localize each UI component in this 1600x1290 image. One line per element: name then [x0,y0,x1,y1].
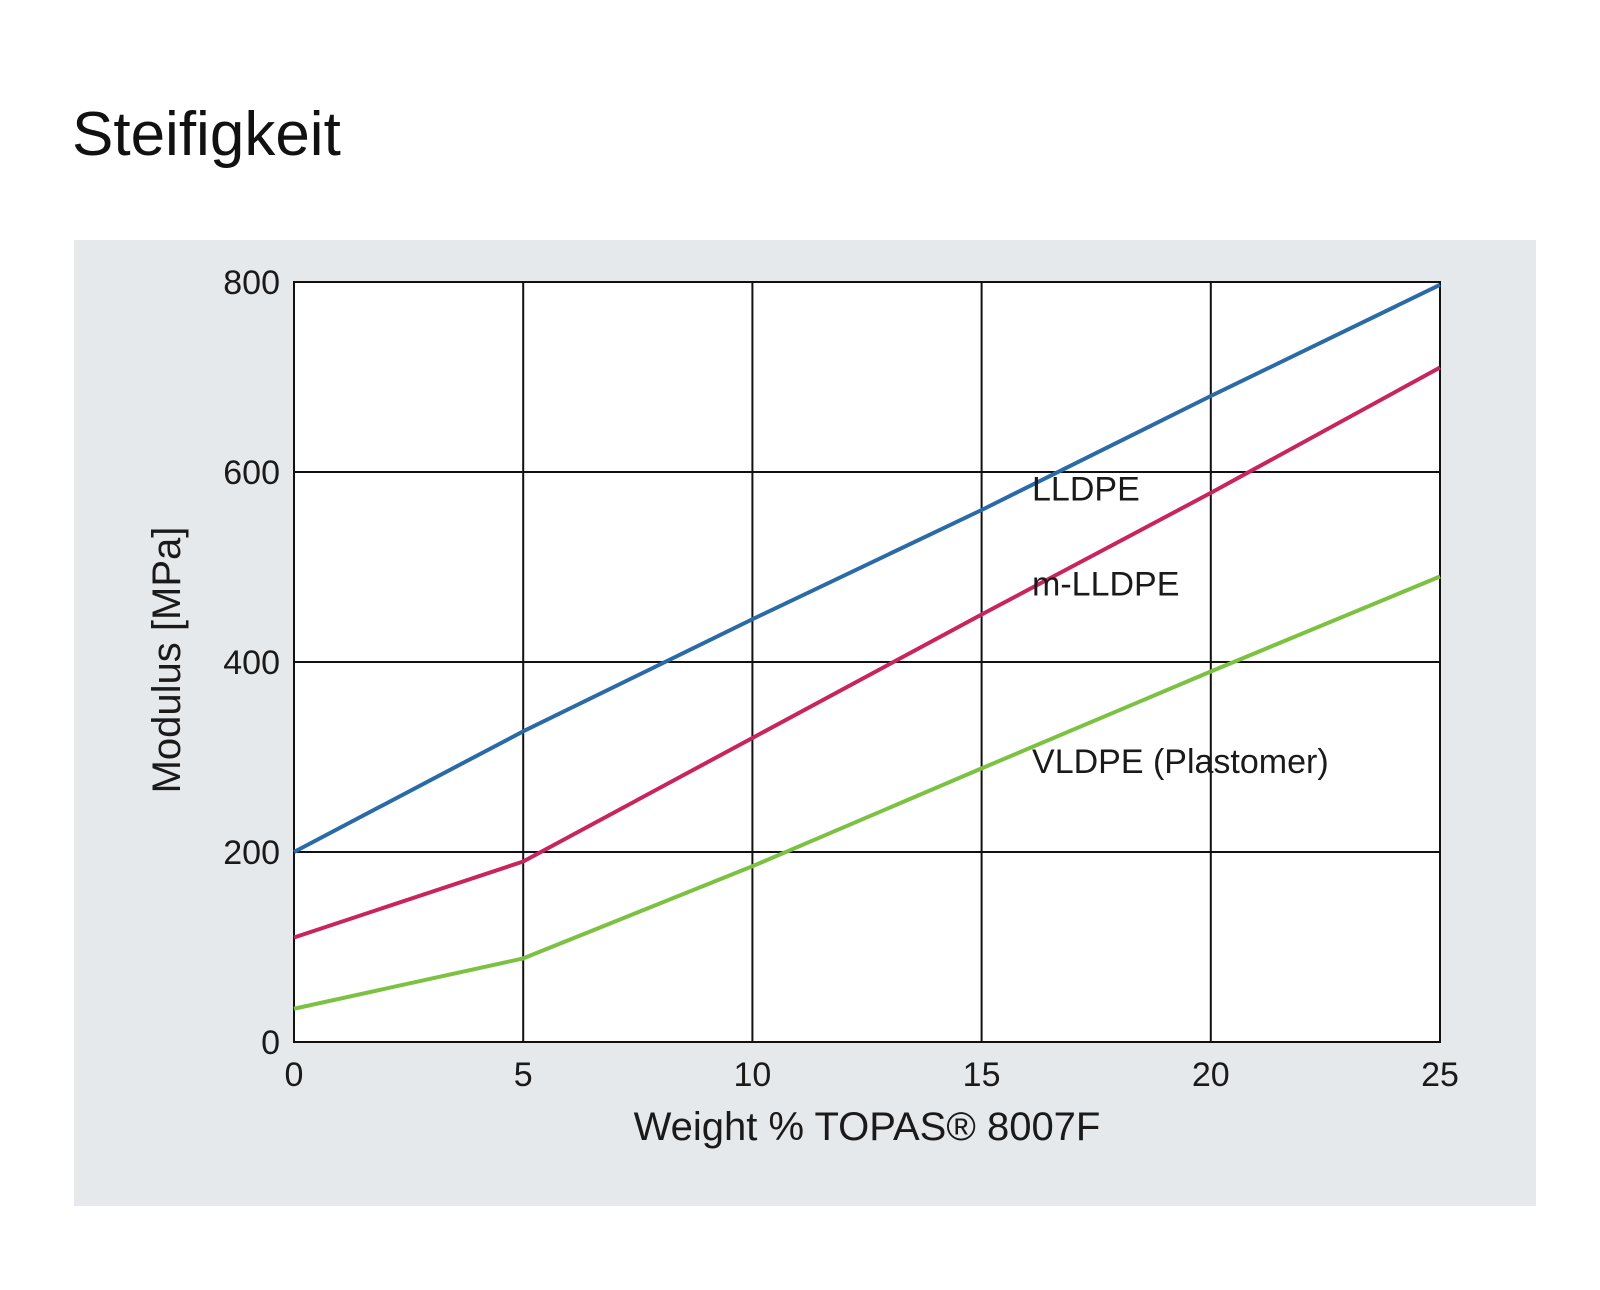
y-tick-label: 200 [223,834,280,872]
x-tick-label: 20 [1192,1056,1230,1094]
x-tick-label: 10 [733,1056,771,1094]
label-layer: LLDPE m-LLDPE VLDPE (Plastomer) [1032,471,1329,782]
y-tick-label: 0 [261,1024,280,1062]
x-tick-label: 25 [1421,1056,1459,1094]
series-layer [293,283,1441,1011]
x-tick-label: 5 [514,1056,533,1094]
tick-layer: 0 5 10 15 20 25 0 200 400 600 800 [223,264,1459,1094]
line-chart: 0 5 10 15 20 25 0 200 400 600 800 LLDPE m-LLDPE VLDP… [145,264,1459,1149]
series-line-m-lldpe [293,365,1441,940]
y-tick-label: 400 [223,644,280,682]
series-label: LLDPE [1032,471,1140,509]
series-line-lldpe [293,283,1441,854]
y-axis-title: Modulus [MPa] [145,527,189,794]
plot-frame [293,281,1441,1043]
page-title: Steifigkeit [72,100,341,169]
grid-layer [293,281,1441,1043]
chart-panel: 0 5 10 15 20 25 0 200 400 600 800 LLDPE m-LLDPE VLDP… [74,240,1536,1206]
series-label: VLDPE (Plastomer) [1032,743,1329,781]
y-tick-label: 600 [223,454,280,492]
series-line-vldpe-plastomer [293,574,1441,1011]
series-label: m-LLDPE [1032,566,1179,604]
x-tick-label: 0 [285,1056,304,1094]
x-tick-label: 15 [963,1056,1001,1094]
x-axis-title: Weight % TOPAS® 8007F [634,1105,1101,1149]
y-tick-label: 800 [223,264,280,302]
